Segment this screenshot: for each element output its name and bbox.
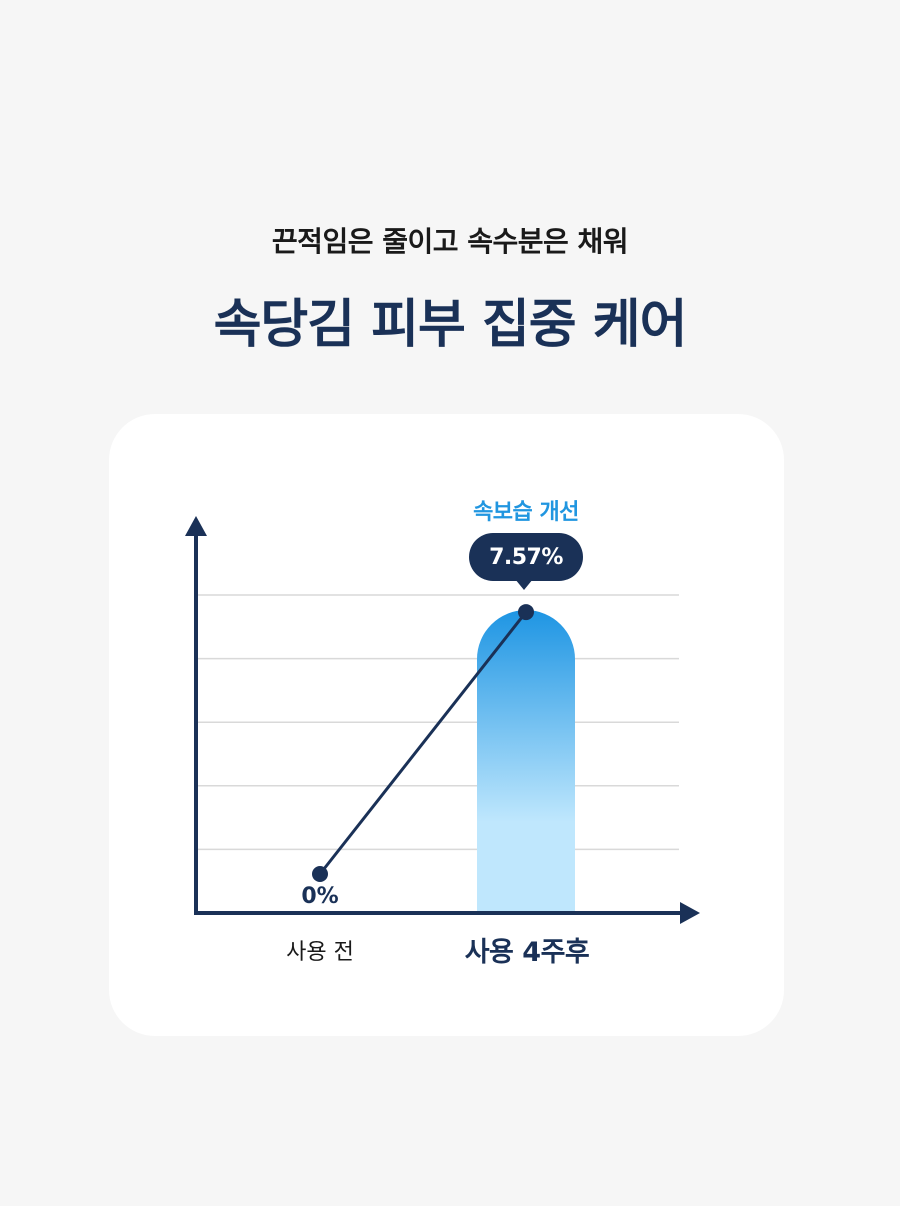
category-label-after: 사용 4주후 bbox=[427, 930, 627, 969]
annotation-label: 속보습 개선 bbox=[426, 494, 626, 526]
data-point-after bbox=[518, 604, 534, 620]
category-label-before: 사용 전 bbox=[240, 934, 400, 966]
value-bubble: 7.57% bbox=[469, 533, 583, 581]
bubble-tail bbox=[515, 579, 533, 590]
data-point-before bbox=[312, 866, 328, 882]
start-value-label: 0% bbox=[280, 884, 360, 909]
y-axis-arrow-icon bbox=[185, 516, 207, 536]
x-axis-arrow-icon bbox=[680, 902, 700, 924]
